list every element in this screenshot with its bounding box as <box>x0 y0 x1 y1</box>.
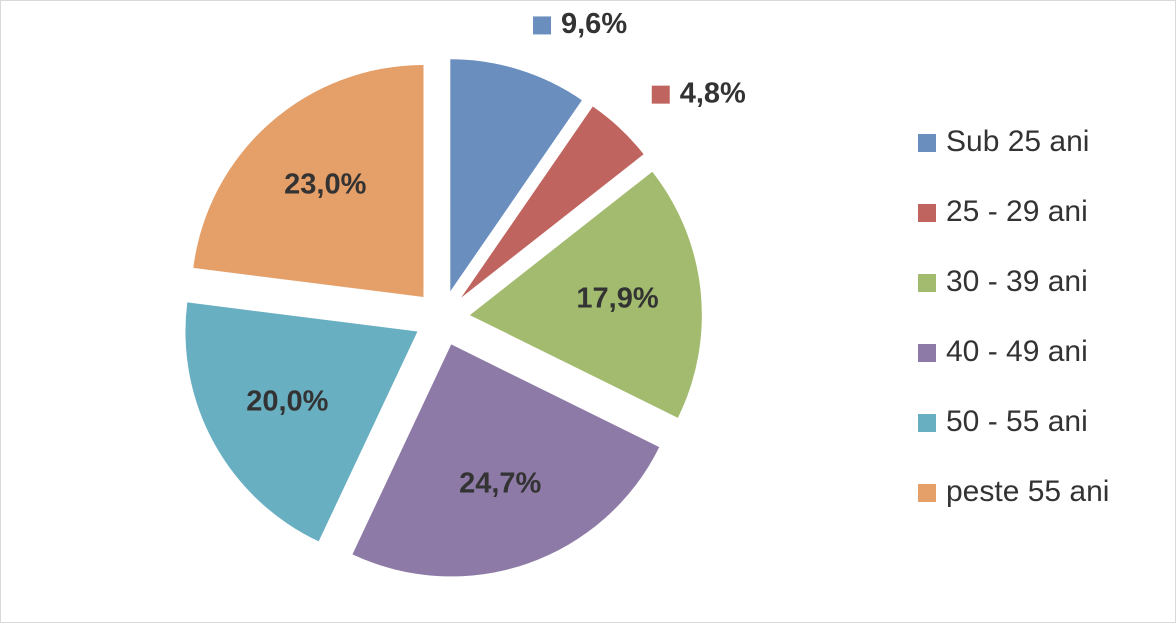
legend-label: peste 55 ani <box>946 475 1109 508</box>
legend-label: 25 - 29 ani <box>946 195 1088 228</box>
legend-key <box>918 274 936 292</box>
data-label: 9,6% <box>561 8 627 40</box>
data-label: 17,9% <box>576 282 658 314</box>
legend-label: Sub 25 ani <box>946 125 1089 158</box>
data-label: 4,8% <box>680 77 746 109</box>
pie-slice <box>352 344 660 577</box>
pie-slice <box>450 59 582 292</box>
data-label: 20,0% <box>246 386 328 418</box>
label-key <box>533 16 552 35</box>
legend-key <box>918 344 936 362</box>
label-key <box>651 85 670 104</box>
legend-label: 30 - 39 ani <box>946 265 1088 298</box>
legend-label: 40 - 49 ani <box>946 335 1088 368</box>
legend-label: 50 - 55 ani <box>946 405 1088 438</box>
pie-slice <box>193 64 424 297</box>
legend-key <box>918 134 936 152</box>
pie-slice <box>461 106 644 298</box>
legend-key <box>918 204 936 222</box>
legend-key <box>918 414 936 432</box>
data-label: 23,0% <box>284 168 366 200</box>
data-label: 24,7% <box>459 467 541 499</box>
legend-key <box>918 484 936 502</box>
pie-slice <box>469 171 702 418</box>
pie-slice <box>185 302 418 542</box>
